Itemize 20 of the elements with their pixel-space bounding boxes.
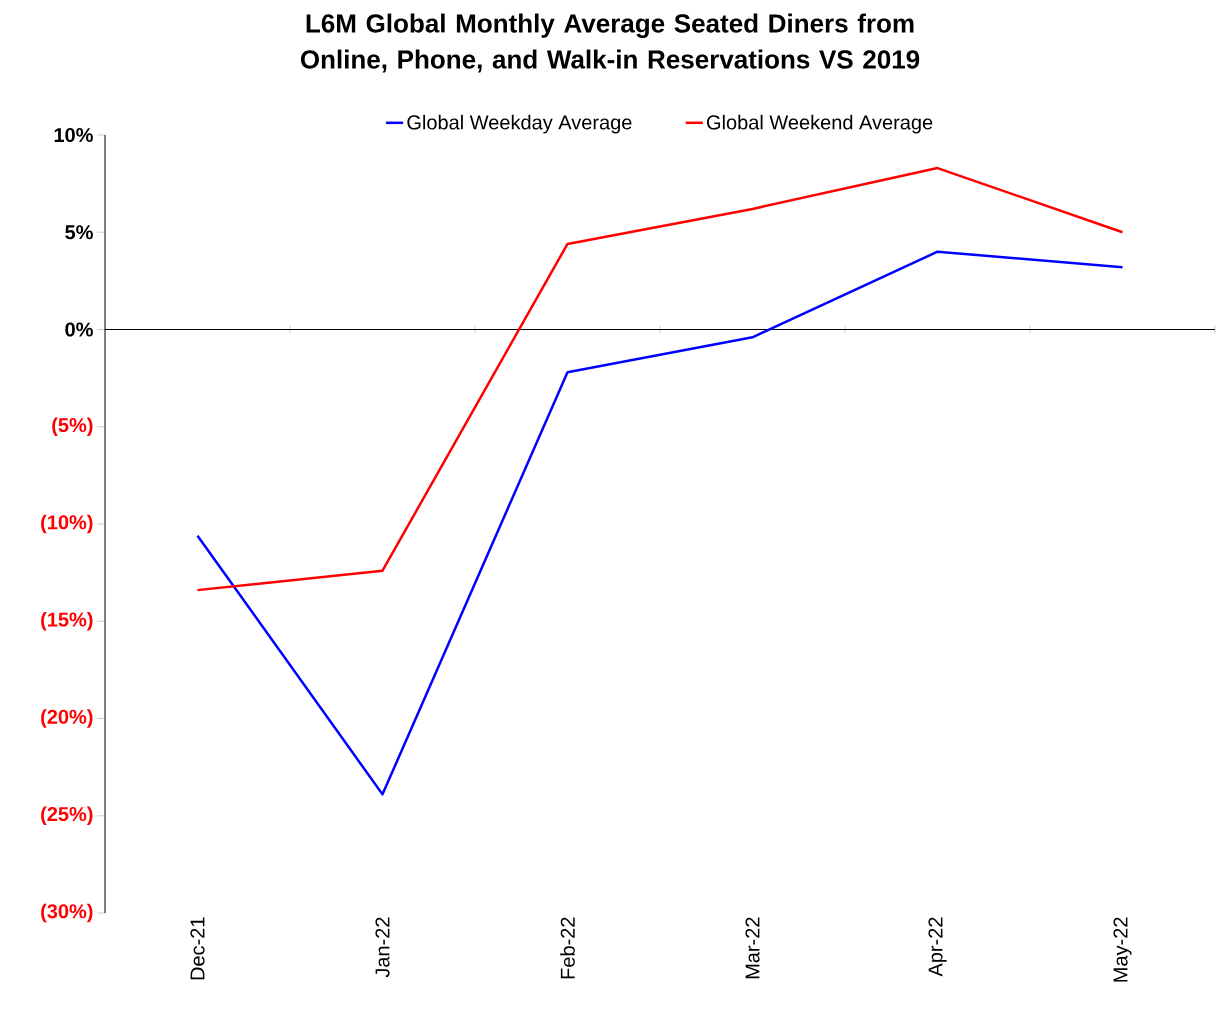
x-tick-label: Mar-22 bbox=[745, 917, 760, 979]
line-series bbox=[196, 250, 1124, 796]
x-tick-label: Dec-21 bbox=[190, 917, 205, 980]
y-tick-label: 5% bbox=[65, 225, 93, 240]
legend-label: Global Weekend Average bbox=[707, 114, 933, 134]
y-tick-label: (10%) bbox=[41, 514, 93, 534]
x-tick-label: Feb-22 bbox=[560, 917, 575, 979]
y-tick-label: 10% bbox=[54, 127, 93, 143]
x-tick-label: Apr-22 bbox=[928, 917, 947, 977]
x-tick-label: May-22 bbox=[1113, 917, 1132, 982]
y-tick-label: (5%) bbox=[52, 417, 93, 437]
line-series bbox=[196, 166, 1124, 592]
x-tick-label: Jan-22 bbox=[375, 917, 390, 978]
y-tick-label: (15%) bbox=[41, 611, 93, 631]
chart-title: L6M Global Monthly Average Seated Diners from Online, Phone, and Walk-in Reservations VS 2019 bbox=[300, 13, 920, 73]
y-tick-label: 0% bbox=[65, 322, 93, 337]
y-tick-label: (25%) bbox=[41, 806, 93, 826]
legend-label: Global Weekday Average bbox=[407, 114, 632, 134]
y-tick-label: (30%) bbox=[41, 903, 93, 923]
y-tick-label: (20%) bbox=[41, 709, 93, 728]
